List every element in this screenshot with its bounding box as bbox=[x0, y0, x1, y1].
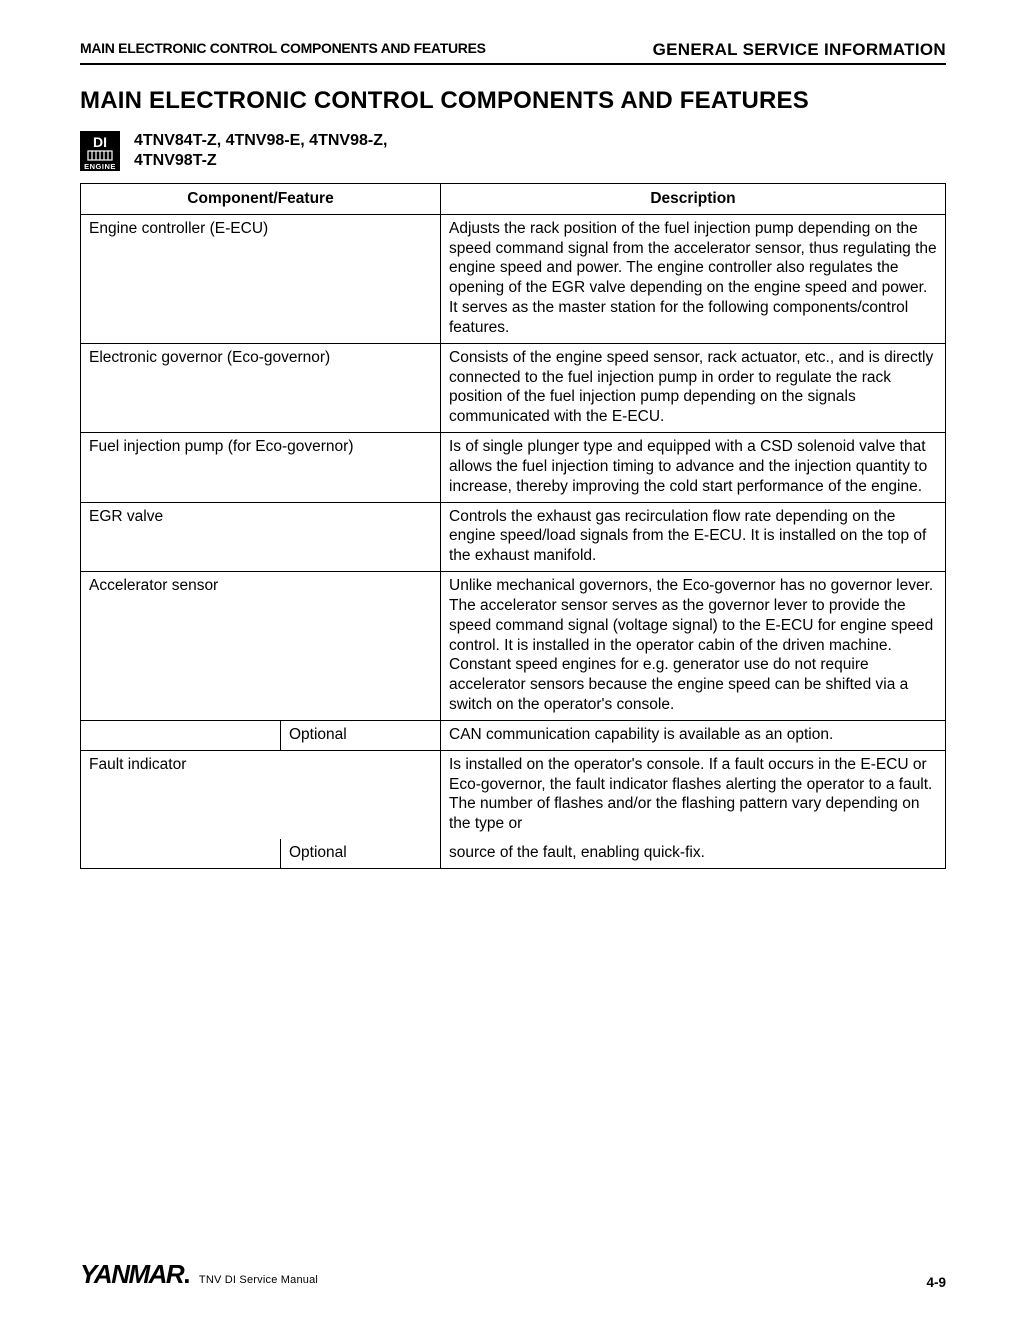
brand-logo: YANMAR. bbox=[80, 1259, 189, 1290]
cell-component: Electronic governor (Eco-governor) bbox=[81, 343, 441, 432]
svg-text:ENGINE: ENGINE bbox=[84, 162, 116, 171]
manual-name: TNV DI Service Manual bbox=[199, 1274, 318, 1286]
svg-text:DI: DI bbox=[93, 134, 107, 150]
engine-models-line-1: 4TNV84T-Z, 4TNV98-E, 4TNV98-Z, bbox=[134, 132, 387, 149]
running-header: MAIN ELECTRONIC CONTROL COMPONENTS AND F… bbox=[80, 40, 946, 65]
cell-description: Adjusts the rack position of the fuel in… bbox=[441, 214, 946, 343]
cell-description: CAN communication capability is availabl… bbox=[441, 720, 946, 750]
table-row: Optional CAN communication capability is… bbox=[81, 720, 946, 750]
table-row: Electronic governor (Eco-governor) Consi… bbox=[81, 343, 946, 432]
page-number: 4-9 bbox=[926, 1275, 946, 1290]
header-left: MAIN ELECTRONIC CONTROL COMPONENTS AND F… bbox=[80, 40, 486, 60]
cell-component: Fault indicator bbox=[81, 750, 441, 839]
table-header-row: Component/Feature Description bbox=[81, 184, 946, 215]
table-row: Fault indicator Is installed on the oper… bbox=[81, 750, 946, 839]
table-row: Fuel injection pump (for Eco-governor) I… bbox=[81, 433, 946, 502]
cell-description: Is of single plunger type and equipped w… bbox=[441, 433, 946, 502]
brand-dot-icon: . bbox=[183, 1259, 189, 1289]
table-row: Optional source of the fault, enabling q… bbox=[81, 839, 946, 868]
engine-models: 4TNV84T-Z, 4TNV98-E, 4TNV98-Z, 4TNV98T-Z bbox=[134, 131, 387, 171]
table-row: Engine controller (E-ECU) Adjusts the ra… bbox=[81, 214, 946, 343]
cell-component: Fuel injection pump (for Eco-governor) bbox=[81, 433, 441, 502]
components-table: Component/Feature Description Engine con… bbox=[80, 183, 946, 869]
th-description: Description bbox=[441, 184, 946, 215]
cell-qualifier: Optional bbox=[281, 839, 441, 868]
footer-left: YANMAR. TNV DI Service Manual bbox=[80, 1259, 318, 1290]
cell-description: source of the fault, enabling quick-fix. bbox=[441, 839, 946, 868]
cell-component bbox=[81, 839, 281, 868]
engine-model-row: DI ENGINE 4TNV84T-Z, 4TNV98-E, 4TNV98-Z,… bbox=[80, 131, 946, 171]
th-component: Component/Feature bbox=[81, 184, 441, 215]
cell-description: Unlike mechanical governors, the Eco-gov… bbox=[441, 572, 946, 721]
engine-models-line-2: 4TNV98T-Z bbox=[134, 152, 217, 169]
header-right: GENERAL SERVICE INFORMATION bbox=[653, 40, 946, 60]
page-title: MAIN ELECTRONIC CONTROL COMPONENTS AND F… bbox=[80, 87, 946, 115]
cell-description: Controls the exhaust gas recirculation f… bbox=[441, 502, 946, 571]
brand-text: YANMAR bbox=[80, 1259, 183, 1289]
page: MAIN ELECTRONIC CONTROL COMPONENTS AND F… bbox=[0, 0, 1024, 1323]
cell-qualifier: Optional bbox=[281, 720, 441, 750]
table-row: EGR valve Controls the exhaust gas recir… bbox=[81, 502, 946, 571]
table-row: Accelerator sensor Unlike mechanical gov… bbox=[81, 572, 946, 721]
cell-description: Is installed on the operator's console. … bbox=[441, 750, 946, 839]
cell-component: Engine controller (E-ECU) bbox=[81, 214, 441, 343]
cell-component: Accelerator sensor bbox=[81, 572, 441, 721]
di-engine-icon: DI ENGINE bbox=[80, 131, 120, 171]
cell-description: Consists of the engine speed sensor, rac… bbox=[441, 343, 946, 432]
cell-component bbox=[81, 720, 281, 750]
page-footer: YANMAR. TNV DI Service Manual 4-9 bbox=[80, 1259, 946, 1290]
cell-component: EGR valve bbox=[81, 502, 441, 571]
